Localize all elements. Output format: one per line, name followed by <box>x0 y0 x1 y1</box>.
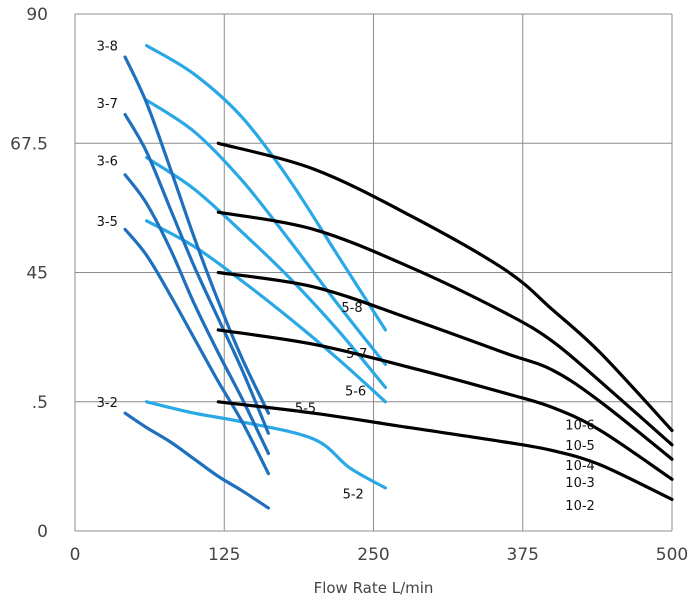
series-line-5-6 <box>145 156 387 389</box>
curve-label-10-2: 10-2 <box>565 499 595 514</box>
curve-label-3-8: 3-8 <box>97 40 118 55</box>
curve-label-5-7: 5-7 <box>346 347 367 362</box>
x-tick-label: 125 <box>208 545 240 565</box>
curve-label-3-5: 3-5 <box>97 215 118 230</box>
series-line-3-5 <box>123 227 270 476</box>
series-line-3-6 <box>123 173 270 455</box>
curve-label-5-8: 5-8 <box>341 301 362 316</box>
curve-label-5-5: 5-5 <box>295 401 316 416</box>
y-tick-label: 90 <box>26 5 48 25</box>
curve-label-10-4: 10-4 <box>565 459 595 474</box>
series-line-5-7 <box>145 98 387 366</box>
series-line-10-2 <box>216 400 674 501</box>
y-tick-label: 67.5 <box>10 134 48 154</box>
curve-label-10-5: 10-5 <box>565 439 595 454</box>
series-line-10-6 <box>216 141 674 433</box>
curve-label-5-6: 5-6 <box>345 384 366 399</box>
curve-label-3-7: 3-7 <box>97 97 118 112</box>
x-axis-title: Flow Rate L/min <box>314 579 434 597</box>
series-line-3-7 <box>123 112 270 435</box>
x-axis-ticks: 0 125 250 375 500 <box>70 545 689 565</box>
curve-label-3-6: 3-6 <box>97 154 118 169</box>
series-lines <box>123 44 674 510</box>
series-line-3-8 <box>123 55 270 415</box>
series-line-10-5 <box>216 210 674 447</box>
curve-label-3-2: 3-2 <box>97 396 118 411</box>
series-line-5-2 <box>145 400 387 490</box>
curve-label-10-6: 10-6 <box>565 419 595 434</box>
series-line-5-5 <box>145 219 387 404</box>
x-tick-label: 500 <box>656 545 688 565</box>
series-line-10-3 <box>216 328 674 481</box>
series-line-5-8 <box>145 44 387 332</box>
curve-label-10-3: 10-3 <box>565 476 595 491</box>
y-tick-label: .5 <box>32 393 48 413</box>
series-labels: 3-8 3-7 3-6 3-5 3-2 5-8 5-7 5-6 5-5 5-2 10-6 10-5 10… <box>97 40 595 515</box>
y-tick-label: 0 <box>37 522 48 542</box>
x-tick-label: 250 <box>357 545 389 565</box>
y-axis-ticks: 0 .5 45 67.5 90 <box>10 5 48 542</box>
curve-label-5-2: 5-2 <box>343 488 364 503</box>
x-tick-label: 375 <box>507 545 539 565</box>
x-tick-label: 0 <box>70 545 81 565</box>
series-line-10-4 <box>216 270 674 461</box>
series-line-3-2 <box>123 411 270 510</box>
y-tick-label: 45 <box>26 264 48 284</box>
